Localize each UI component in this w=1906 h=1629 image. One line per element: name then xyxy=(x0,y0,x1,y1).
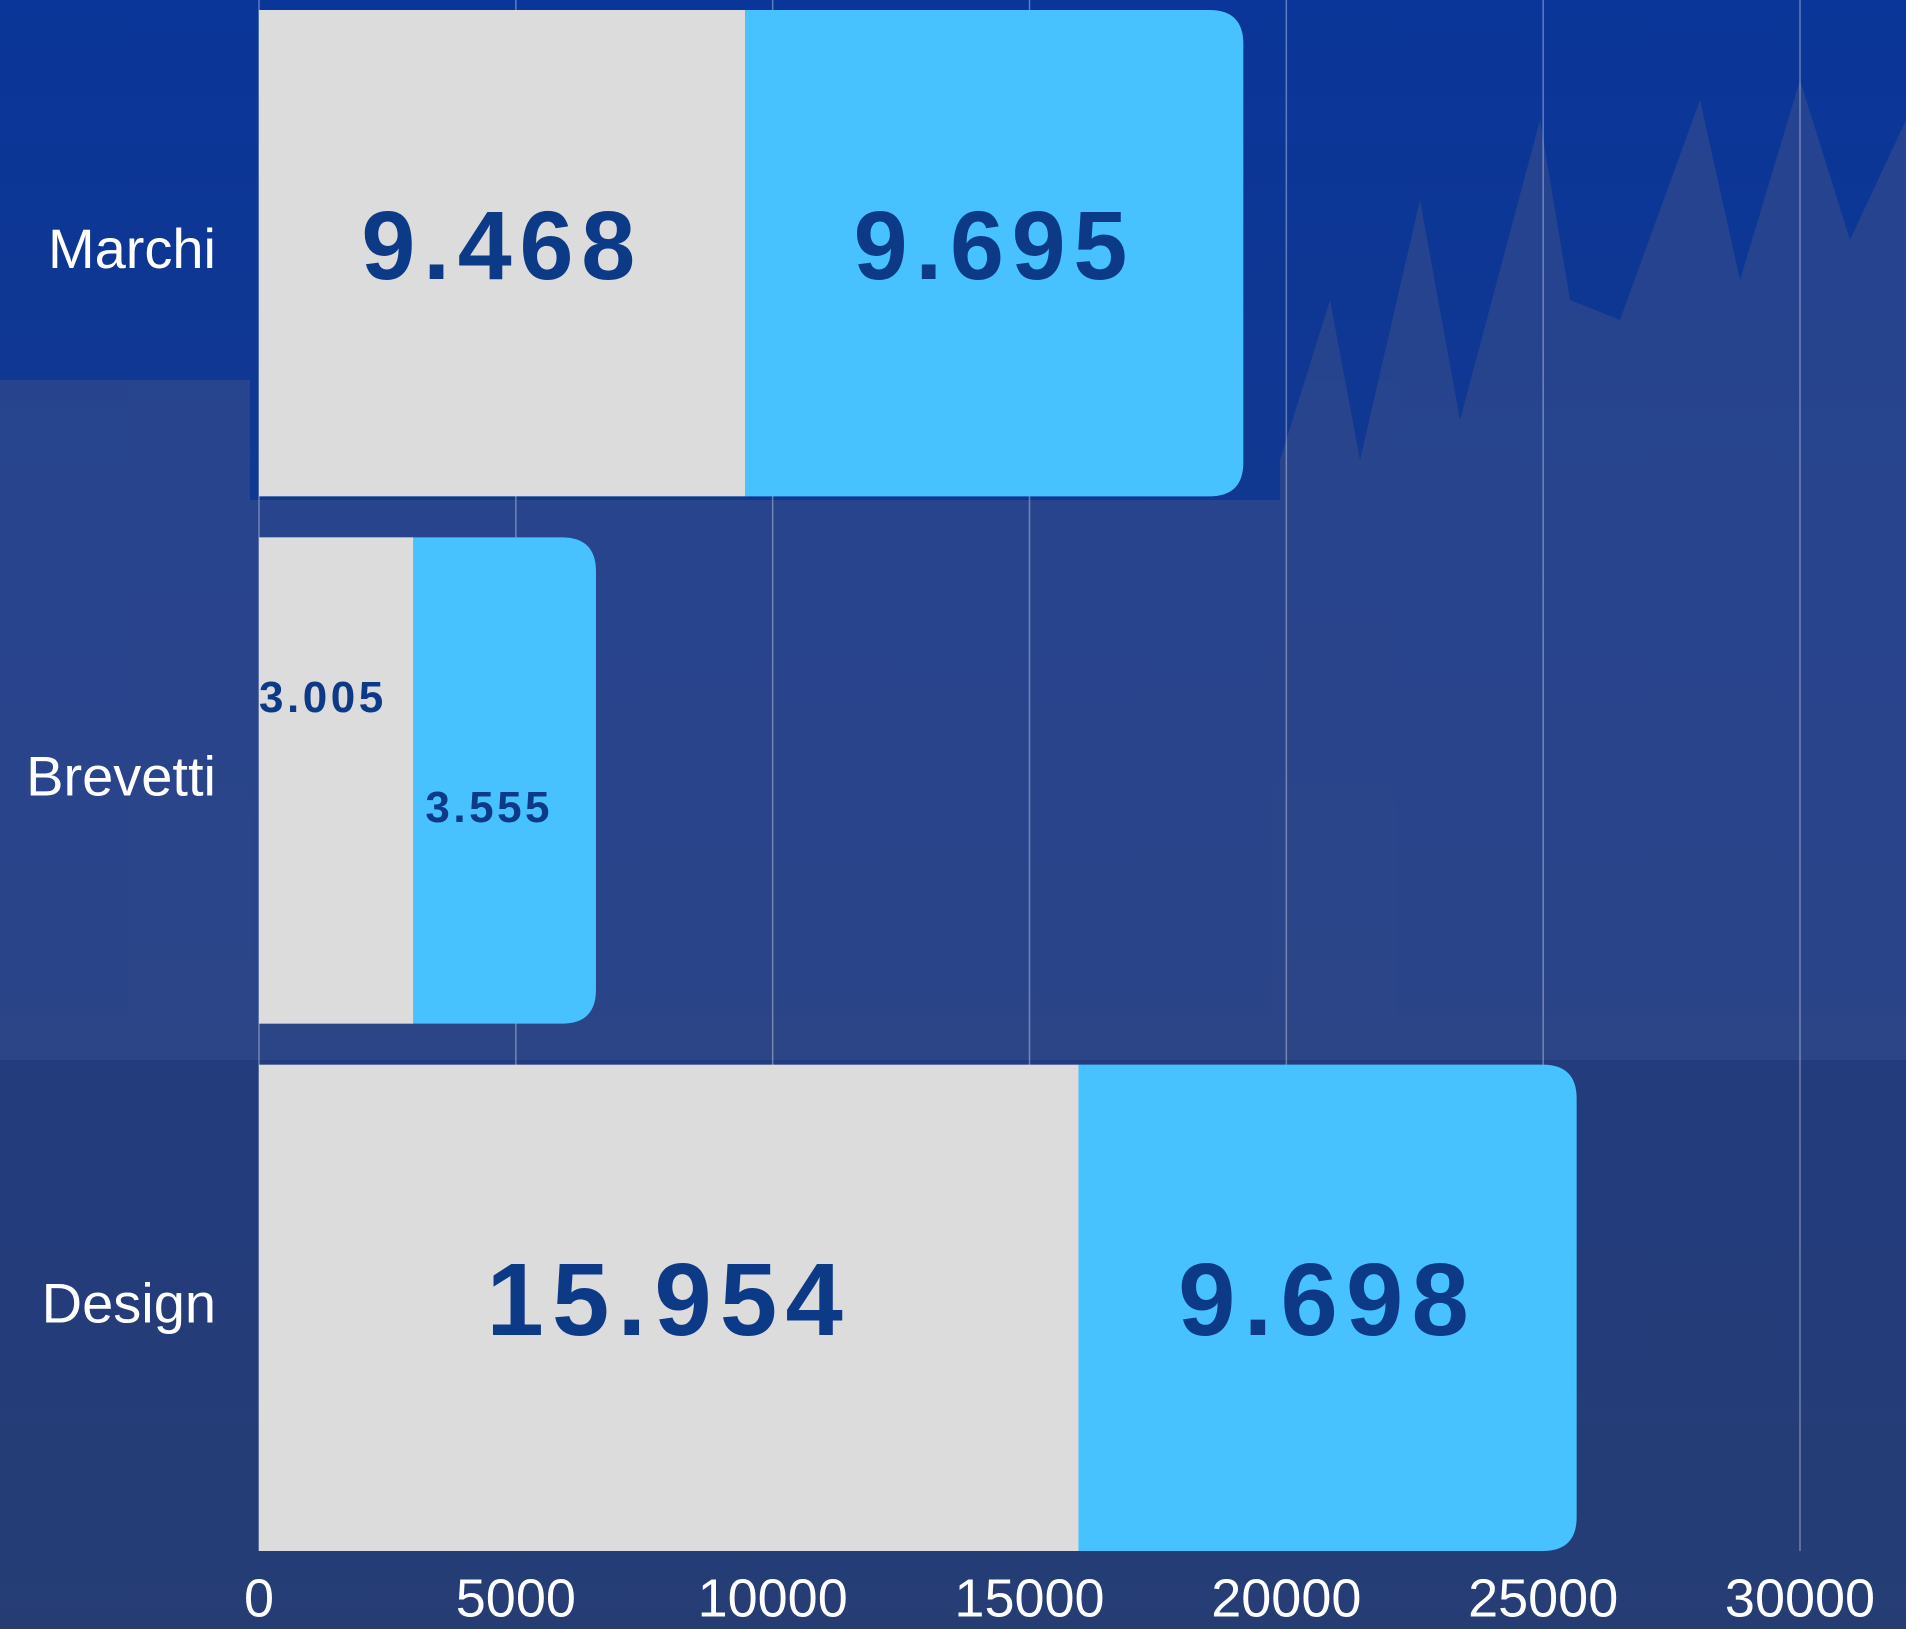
bar-segment xyxy=(413,537,596,1024)
category-label: Design xyxy=(42,1272,216,1335)
bar-segment xyxy=(259,537,414,1024)
category-label: Brevetti xyxy=(26,744,216,807)
bar-segment xyxy=(1078,1064,1577,1551)
x-tick-label: 20000 xyxy=(1211,1568,1361,1628)
x-tick-label: 0 xyxy=(244,1568,274,1628)
category-label: Marchi xyxy=(48,217,216,280)
value-label: 9.698 xyxy=(1178,1242,1477,1357)
bar-segment xyxy=(259,10,746,497)
value-label: 15.954 xyxy=(487,1242,851,1357)
x-tick-label: 10000 xyxy=(698,1568,848,1628)
value-label: 3.555 xyxy=(425,783,553,832)
value-label: 9.468 xyxy=(361,191,643,300)
x-tick-label: 25000 xyxy=(1468,1568,1618,1628)
labels: 0 5000 10000 15000 20000 25000 30000 Marchi 9.46… xyxy=(26,191,1875,1628)
value-label: 3.005 xyxy=(259,673,387,722)
x-tick-label: 15000 xyxy=(954,1568,1104,1628)
bar-segment xyxy=(259,1064,1079,1551)
bars xyxy=(259,10,1577,1551)
value-label: 9.695 xyxy=(854,191,1136,300)
bar-segment xyxy=(745,10,1244,497)
x-tick-label: 30000 xyxy=(1725,1568,1875,1628)
x-tick-label: 5000 xyxy=(456,1568,576,1628)
